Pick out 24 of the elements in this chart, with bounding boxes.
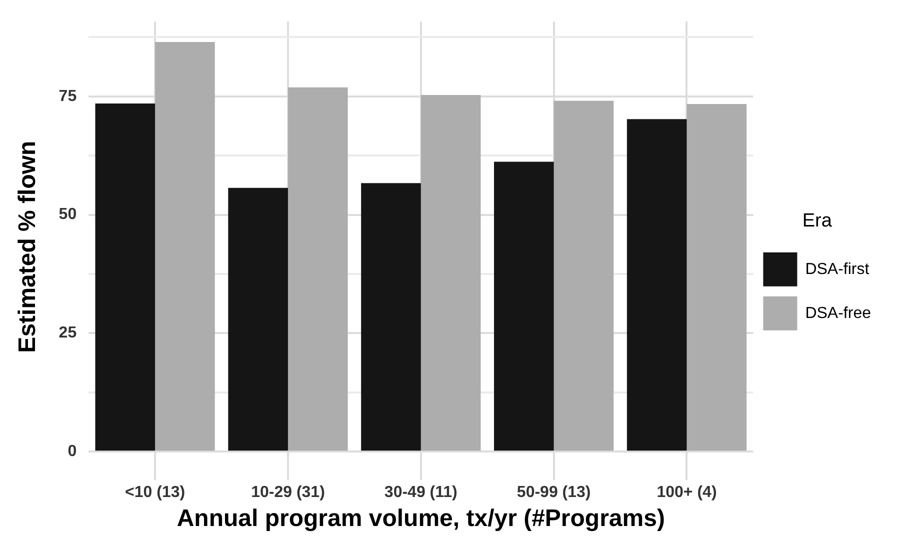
bar (494, 162, 554, 451)
legend-title: Era (802, 210, 832, 232)
x-tick-label: 50-99 (13) (516, 484, 591, 502)
bar (686, 104, 747, 451)
y-axis-title: Estimated % flown (14, 140, 42, 353)
x-tick-label: 100+ (4) (656, 484, 717, 502)
y-tick-label: 50 (58, 206, 77, 224)
legend-label: DSA-free (805, 304, 872, 322)
x-axis-title: Annual program volume, tx/yr (#Programs) (176, 505, 665, 532)
x-tick-label: 30-49 (11) (384, 484, 458, 502)
y-tick-label: 0 (68, 443, 77, 460)
legend-label: DSA-first (805, 260, 870, 278)
bar (554, 100, 614, 451)
bar (626, 119, 687, 451)
bar (288, 87, 348, 451)
bar (155, 42, 215, 451)
bar (228, 188, 288, 451)
bar (95, 104, 156, 451)
bar (361, 183, 421, 451)
bar (420, 95, 481, 451)
x-tick-label: 10-29 (31) (251, 484, 325, 502)
x-tick-label: <10 (13) (125, 484, 186, 502)
y-tick-label: 75 (58, 88, 77, 105)
y-tick-label: 25 (58, 324, 77, 342)
